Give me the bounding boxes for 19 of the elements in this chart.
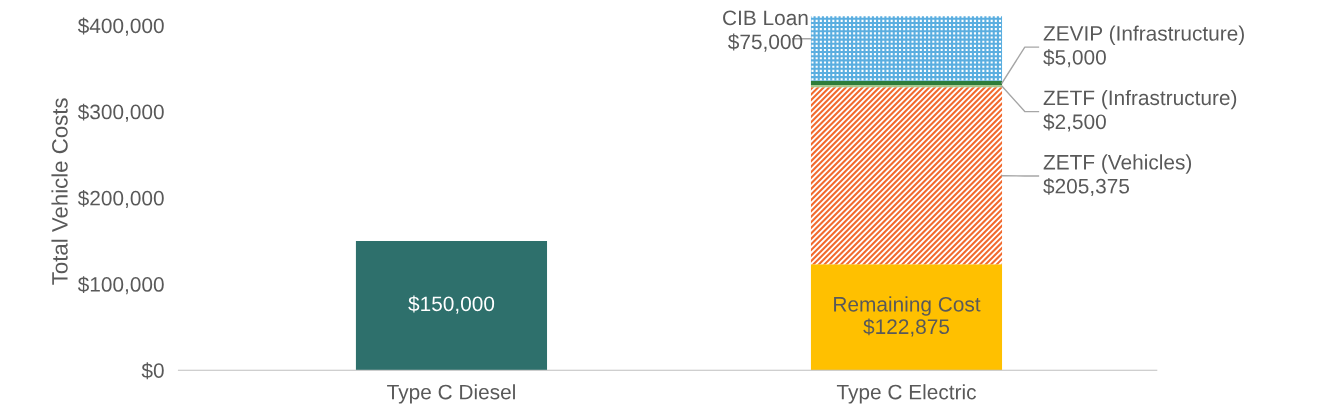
- y-tick-label: $100,000: [77, 276, 164, 295]
- data-label: $205,375: [1043, 177, 1130, 196]
- series-label: CIB Loan: [723, 10, 808, 26]
- text: ZETF (Infrastructure): [1043, 89, 1237, 110]
- data-label: $5,000: [1043, 49, 1106, 68]
- y-tick-label: $0: [141, 362, 164, 380]
- y-tick-label: $400,000: [77, 17, 164, 36]
- y-tick-label: $300,000: [77, 103, 164, 122]
- series-label: Remaining Cost: [834, 296, 981, 316]
- x-tick-label: Type C Electric: [836, 384, 976, 404]
- series-label: ZETF (Vehicles): [1043, 154, 1192, 174]
- y-tick-label: $200,000: [77, 189, 164, 209]
- data-label: $75,000: [728, 33, 803, 52]
- y-axis-title: Total Vehicle Costs: [51, 98, 68, 285]
- data-label: $122,875: [863, 318, 950, 337]
- data-label: $2,500: [1043, 113, 1106, 132]
- x-tick-label: Type C Diesel: [387, 384, 515, 404]
- text: ZEVIP (Infrastructure): [1043, 25, 1244, 45]
- data-label: $150,000: [408, 295, 495, 314]
